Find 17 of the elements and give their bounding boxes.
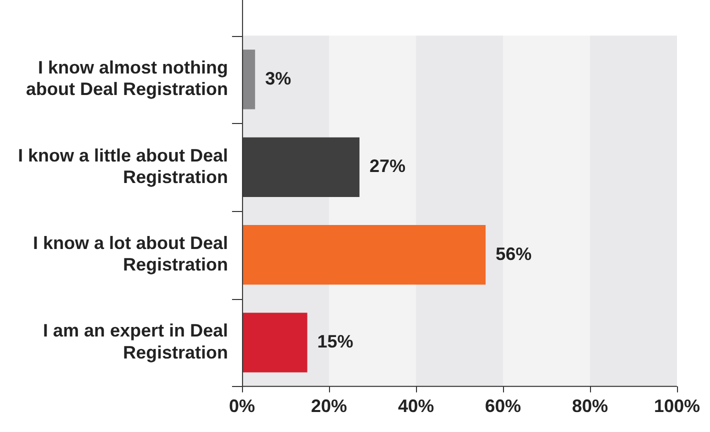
x-tick-label: 100% bbox=[654, 396, 700, 416]
x-tick-label: 80% bbox=[572, 396, 608, 416]
y-tick-label: I know a lot about Deal Registration bbox=[33, 233, 228, 275]
data-label: 3% bbox=[265, 68, 292, 88]
y-tick-label: I know almost nothing about Deal Registration bbox=[26, 58, 228, 100]
x-tick-label: 0% bbox=[229, 396, 256, 416]
data-label: 15% bbox=[317, 332, 354, 352]
x-tick-label: 60% bbox=[484, 396, 522, 416]
x-tick-label: 20% bbox=[311, 396, 348, 416]
bar bbox=[242, 225, 486, 285]
bar bbox=[242, 50, 256, 110]
y-tick-label: I am an expert in Deal Registration bbox=[42, 320, 228, 362]
data-label: 27% bbox=[369, 156, 406, 176]
x-tick-label: 40% bbox=[398, 396, 434, 416]
bar bbox=[242, 312, 308, 372]
data-label: 56% bbox=[496, 244, 532, 264]
y-tick-label: I know a little about Deal Registration bbox=[18, 145, 228, 187]
